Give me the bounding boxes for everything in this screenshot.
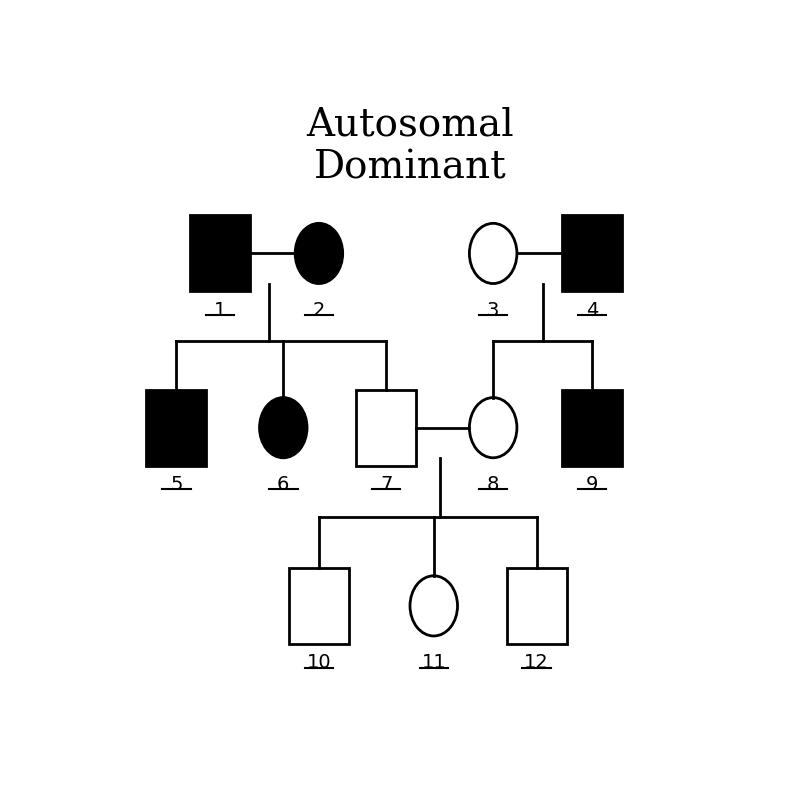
Ellipse shape (259, 398, 307, 458)
Text: 6: 6 (277, 475, 290, 494)
Text: 3: 3 (487, 301, 499, 320)
Text: 11: 11 (422, 653, 446, 672)
Bar (506, 568, 567, 644)
Bar (190, 215, 250, 291)
Text: 8: 8 (487, 475, 499, 494)
Ellipse shape (295, 223, 342, 284)
Ellipse shape (410, 576, 458, 636)
Text: Autosomal
Dominant: Autosomal Dominant (306, 107, 514, 187)
Text: 1: 1 (214, 301, 226, 320)
Text: 5: 5 (170, 475, 182, 494)
Bar (356, 390, 416, 466)
Text: 9: 9 (586, 475, 598, 494)
Text: 12: 12 (524, 653, 549, 672)
Ellipse shape (470, 223, 517, 284)
Bar (146, 390, 206, 466)
Text: 2: 2 (313, 301, 325, 320)
Text: 10: 10 (306, 653, 331, 672)
Text: 7: 7 (380, 475, 393, 494)
Bar (289, 568, 349, 644)
Bar (562, 215, 622, 291)
Ellipse shape (470, 398, 517, 458)
Bar (562, 390, 622, 466)
Text: 4: 4 (586, 301, 598, 320)
